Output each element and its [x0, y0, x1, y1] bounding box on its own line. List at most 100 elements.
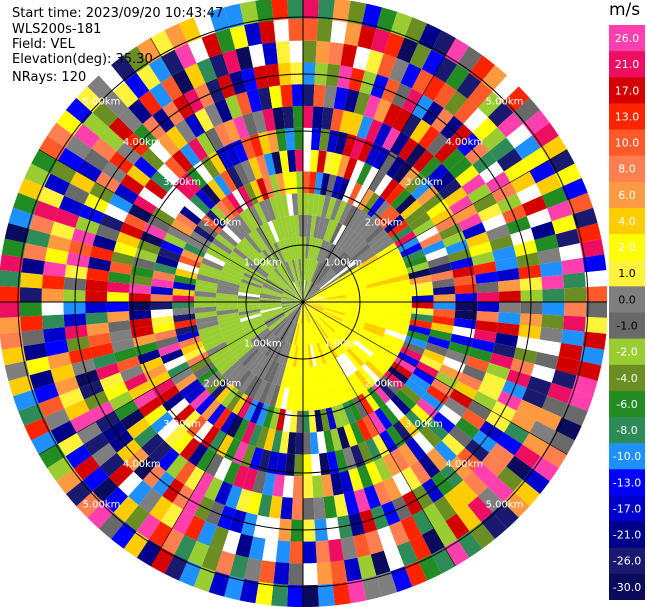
- velocity-gate: [303, 297, 325, 302]
- velocity-gate: [496, 148, 523, 172]
- velocity-gate: [65, 444, 92, 469]
- velocity-gate: [303, 281, 312, 302]
- velocity-gate: [303, 280, 309, 302]
- velocity-gate: [242, 467, 258, 492]
- velocity-gate: [118, 471, 143, 497]
- velocity-gate: [209, 525, 229, 551]
- velocity-gate: [289, 322, 298, 345]
- velocity-gate: [324, 304, 347, 309]
- velocity-gate: [317, 0, 335, 21]
- velocity-gate: [330, 560, 348, 584]
- velocity-gate: [240, 315, 263, 326]
- velocity-gate: [248, 352, 265, 373]
- velocity-gate: [253, 515, 269, 539]
- velocity-gate: [260, 307, 283, 316]
- velocity-gate: [68, 347, 93, 365]
- velocity-gate: [137, 239, 161, 255]
- velocity-gate: [510, 410, 536, 433]
- velocity-gate: [197, 268, 221, 280]
- velocity-gate: [346, 291, 368, 298]
- velocity-gate: [362, 415, 380, 438]
- velocity-gate: [572, 207, 598, 229]
- range-ring-label: 5.00km: [83, 96, 121, 107]
- velocity-gate: [449, 389, 473, 409]
- velocity-gate: [229, 24, 249, 50]
- velocity-gate: [506, 369, 531, 388]
- velocity-gate: [18, 177, 45, 201]
- velocity-gate: [426, 447, 449, 472]
- velocity-gate: [249, 447, 264, 471]
- velocity-gate: [476, 281, 499, 293]
- velocity-gate: [134, 248, 158, 263]
- velocity-gate: [347, 182, 363, 205]
- velocity-gate: [330, 152, 343, 176]
- velocity-gate: [263, 198, 277, 221]
- velocity-gate: [196, 132, 216, 156]
- velocity-gate: [491, 400, 517, 422]
- velocity-gate: [307, 388, 315, 411]
- velocity-gate: [153, 329, 177, 342]
- velocity-gate: [558, 243, 583, 262]
- velocity-gate: [513, 239, 538, 257]
- velocity-gate: [259, 224, 274, 246]
- velocity-gate: [316, 216, 326, 239]
- velocity-gate: [167, 361, 190, 379]
- velocity-gate: [289, 541, 303, 564]
- velocity-gate: [303, 284, 317, 302]
- velocity-gate: [220, 386, 239, 408]
- velocity-gate: [284, 215, 293, 239]
- velocity-gate: [290, 302, 303, 321]
- velocity-gate: [237, 304, 260, 309]
- velocity-gate: [304, 323, 308, 346]
- velocity-gate: [149, 495, 173, 522]
- velocity-gate: [230, 217, 249, 238]
- velocity-gate: [443, 90, 468, 116]
- velocity-gate: [148, 56, 173, 83]
- velocity-gate: [103, 381, 129, 401]
- velocity-gate: [337, 515, 353, 539]
- velocity-gate: [41, 274, 65, 290]
- velocity-gate: [224, 485, 243, 510]
- velocity-gate: [248, 263, 268, 279]
- velocity-gate: [534, 234, 559, 253]
- velocity-gate: [299, 345, 303, 368]
- velocity-gate: [472, 462, 498, 487]
- velocity-gate: [283, 292, 303, 302]
- velocity-gate: [567, 192, 594, 215]
- azimuth-line: [38, 149, 304, 303]
- velocity-gate: [328, 335, 345, 355]
- velocity-gate: [164, 23, 188, 50]
- velocity-gate: [444, 186, 468, 208]
- velocity-gate: [315, 40, 331, 64]
- velocity-gate: [130, 325, 154, 339]
- velocity-gate: [381, 501, 401, 526]
- velocity-gate: [291, 497, 303, 520]
- velocity-gate: [518, 324, 542, 340]
- velocity-gate: [440, 463, 464, 489]
- velocity-gate: [175, 373, 198, 392]
- velocity-gate: [526, 208, 552, 228]
- velocity-gate: [138, 396, 162, 418]
- velocity-gate: [8, 207, 34, 229]
- velocity-gate: [243, 399, 259, 422]
- velocity-gate: [363, 485, 382, 510]
- velocity-gate: [99, 452, 125, 477]
- colorbar-tick-label: 1.0: [618, 267, 636, 280]
- velocity-gate: [108, 271, 131, 284]
- colorbar-swatch: [609, 547, 645, 575]
- velocity-gate: [418, 454, 441, 479]
- velocity-gate: [249, 401, 264, 425]
- velocity-gate: [248, 231, 265, 252]
- velocity-gate: [339, 470, 354, 494]
- velocity-gate: [18, 403, 45, 427]
- colorbar-swatch: [609, 181, 645, 209]
- velocity-gate: [343, 424, 358, 448]
- velocity-gate: [364, 322, 386, 334]
- velocity-gate: [271, 219, 283, 241]
- velocity-gate: [383, 32, 405, 58]
- velocity-gate: [119, 222, 144, 240]
- colorbar-tick-label: -30.0: [613, 581, 641, 594]
- velocity-gate: [390, 448, 410, 472]
- velocity-gate: [108, 391, 134, 411]
- velocity-gate: [303, 280, 307, 302]
